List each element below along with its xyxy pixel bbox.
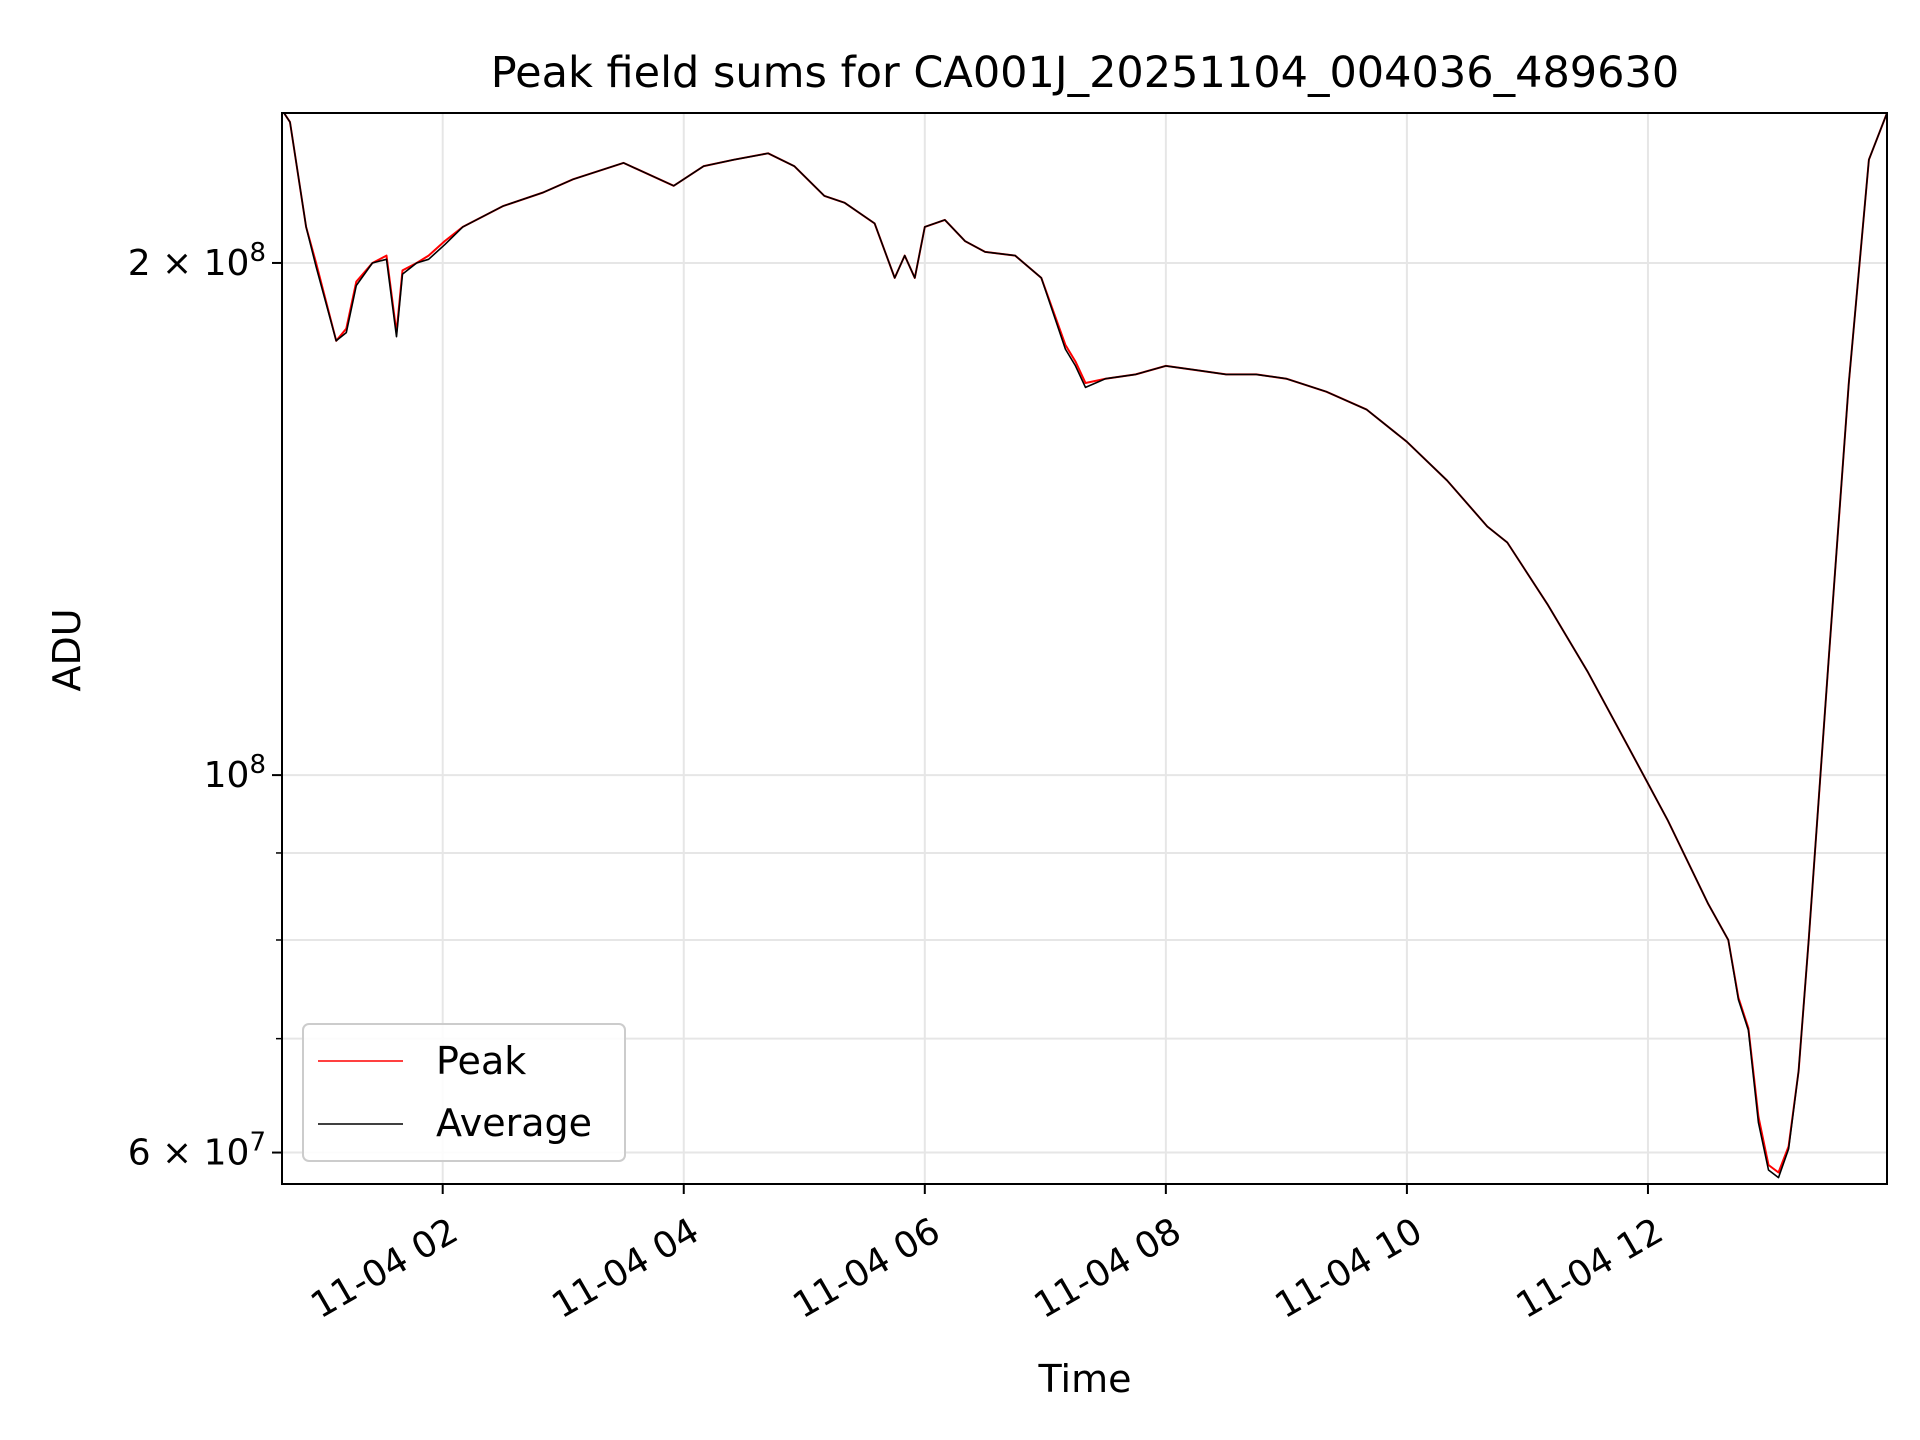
y-tick-label-exponent: 7 [249, 1128, 266, 1158]
y-axis-label: ADU [45, 608, 89, 691]
plot-series [283, 113, 1887, 1179]
legend-label-peak: Peak [436, 1039, 526, 1083]
series-line-average [283, 113, 1887, 1179]
y-tick-label-base: 2 × 10 [128, 243, 250, 284]
y-tick-label-exponent: 8 [249, 750, 266, 780]
y-tick-label: 108 [204, 750, 266, 796]
y-tick-label-base: 6 × 10 [128, 1133, 250, 1174]
x-axis-label: Time [1038, 1357, 1132, 1401]
plot-frame [281, 112, 1888, 1185]
chart-title: Peak field sums for CA001J_20251104_0040… [491, 48, 1679, 98]
y-tick-label-exponent: 8 [249, 238, 266, 268]
y-tick-label: 6 × 107 [128, 1128, 266, 1174]
legend-label-average: Average [436, 1101, 592, 1145]
y-tick-label: 2 × 108 [128, 238, 266, 284]
y-tick-label-base: 10 [204, 755, 250, 796]
legend: Peak Average [302, 1023, 626, 1162]
legend-box [302, 1023, 626, 1162]
